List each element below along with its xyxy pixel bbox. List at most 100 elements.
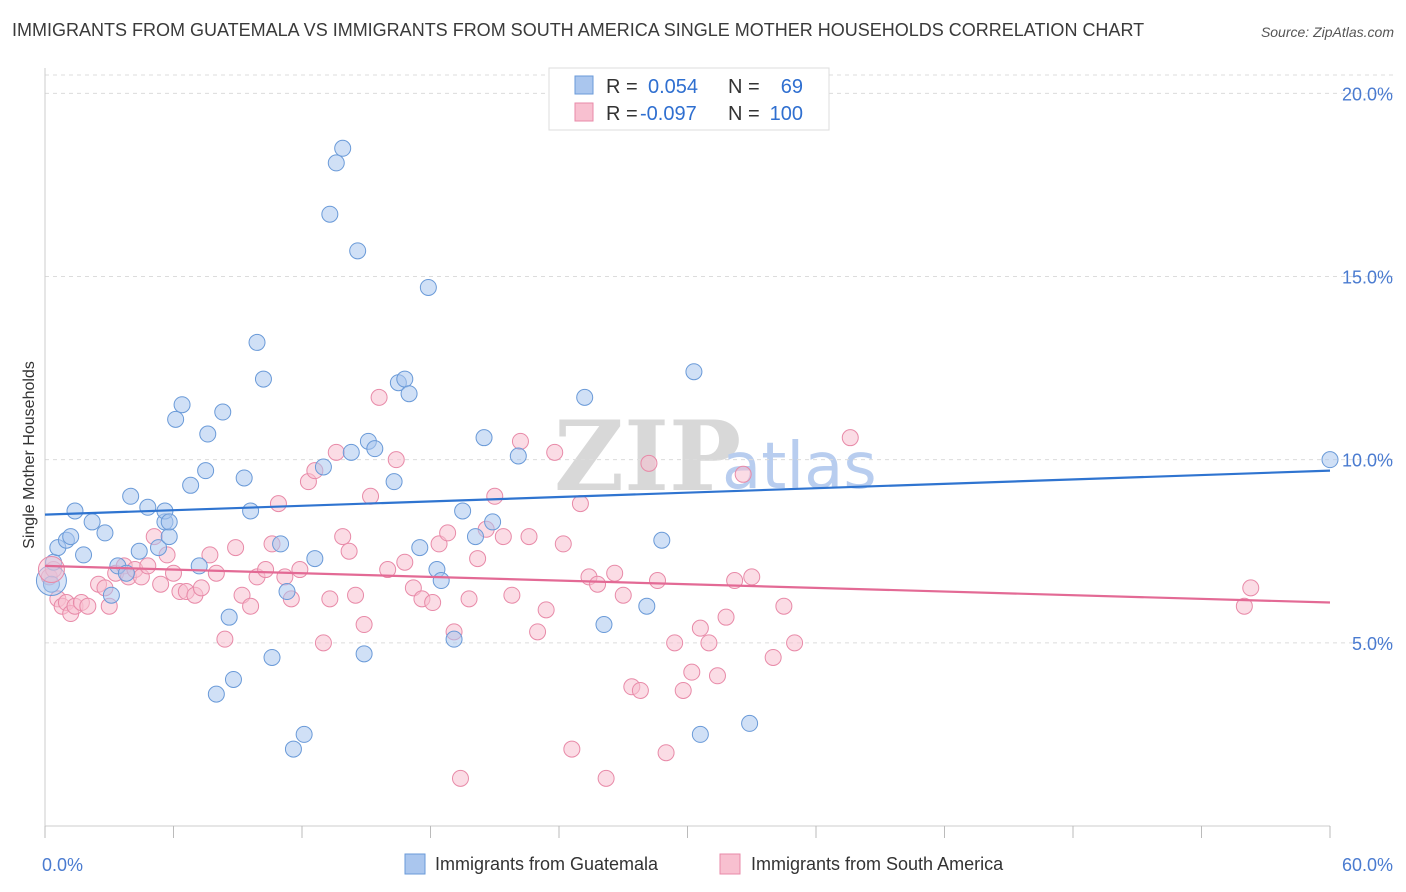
legend-n-label: N = [728,103,760,125]
point-south-america [520,528,538,546]
legend-n-value: 100 [770,103,803,125]
point-guatemala [321,205,339,223]
point-south-america [257,561,275,579]
point-south-america [649,572,667,590]
point-south-america [216,630,234,648]
point-guatemala [355,645,373,663]
point-south-america [546,443,564,461]
legend-n-value: 69 [781,76,803,98]
trend-lines [44,469,1331,604]
legend-r-value: 0.054 [648,76,698,98]
point-guatemala [167,410,185,428]
point-south-america [589,575,607,593]
point-south-america [743,568,761,586]
legend-r-label: R = [606,103,638,125]
legend-r-value: -0.097 [640,103,697,125]
point-guatemala [173,396,191,414]
point-south-america [563,740,581,758]
series-legend: Immigrants from Guatemala Immigrants fro… [404,853,1004,875]
point-south-america [764,648,782,666]
point-guatemala [242,502,260,520]
point-guatemala [466,528,484,546]
point-guatemala [182,476,200,494]
point-guatemala [272,535,290,553]
point-guatemala [419,278,437,296]
point-guatemala [139,498,157,516]
point-south-america [334,528,352,546]
point-south-america [631,681,649,699]
point-south-america [207,564,225,582]
point-south-america [347,586,365,604]
point-south-america [674,681,692,699]
point-south-america [691,619,709,637]
point-south-america [1235,597,1253,615]
axes [44,68,1331,838]
point-south-america [192,579,210,597]
point-guatemala [638,597,656,615]
point-south-america [494,528,512,546]
trend-line-south-america [44,564,1331,604]
y-tick-labels: 5.0% 10.0% 15.0% 20.0% [1342,84,1393,654]
point-guatemala [576,388,594,406]
point-guatemala [207,685,225,703]
y-tick-label: 10.0% [1342,451,1393,471]
point-south-america [139,557,157,575]
legend-r-label: R = [606,76,638,98]
point-guatemala [475,429,493,447]
chart-title: IMMIGRANTS FROM GUATEMALA VS IMMIGRANTS … [12,20,1145,40]
point-guatemala [150,539,168,557]
point-south-america [503,586,521,604]
point-guatemala [366,440,384,458]
point-south-america [439,524,457,542]
point-south-america [152,575,170,593]
point-guatemala [432,572,450,590]
point-guatemala [220,608,238,626]
point-guatemala [254,370,272,388]
point-south-america [511,432,529,450]
point-south-america [291,561,309,579]
point-south-america [269,495,287,513]
point-south-america [597,769,615,787]
point-guatemala [284,740,302,758]
point-south-america [606,564,624,582]
point-guatemala [160,528,178,546]
point-south-america [469,550,487,568]
point-guatemala [66,502,84,520]
point-guatemala [396,370,414,388]
point-south-america [321,590,339,608]
point-guatemala [62,528,80,546]
point-south-america [242,597,260,615]
x-tick-label: 0.0% [42,855,83,875]
y-axis-label: Single Mother Households [21,361,38,549]
point-south-america [37,556,65,584]
point-south-america [666,634,684,652]
point-guatemala [295,725,313,743]
legend-swatch-pink [574,102,594,122]
point-guatemala [199,425,217,443]
point-south-america [396,553,414,571]
point-south-america [537,601,555,619]
point-south-america [362,487,380,505]
point-south-america [327,443,345,461]
point-south-america [571,495,589,513]
point-guatemala [314,458,332,476]
point-guatemala [349,242,367,260]
source-label: Source: ZipAtlas.com [1260,24,1394,40]
point-guatemala [160,513,178,531]
series-swatch-south-america [719,853,741,875]
data-points [35,139,1339,787]
point-south-america [683,663,701,681]
point-guatemala [653,531,671,549]
point-south-america [786,634,804,652]
point-guatemala [214,403,232,421]
point-south-america [460,590,478,608]
series-label-guatemala: Immigrants from Guatemala [435,854,659,874]
point-south-america [775,597,793,615]
point-south-america [370,388,388,406]
point-south-america [227,539,245,557]
point-guatemala [400,385,418,403]
point-south-america [734,465,752,483]
series-swatch-guatemala [404,853,426,875]
point-guatemala [130,542,148,560]
